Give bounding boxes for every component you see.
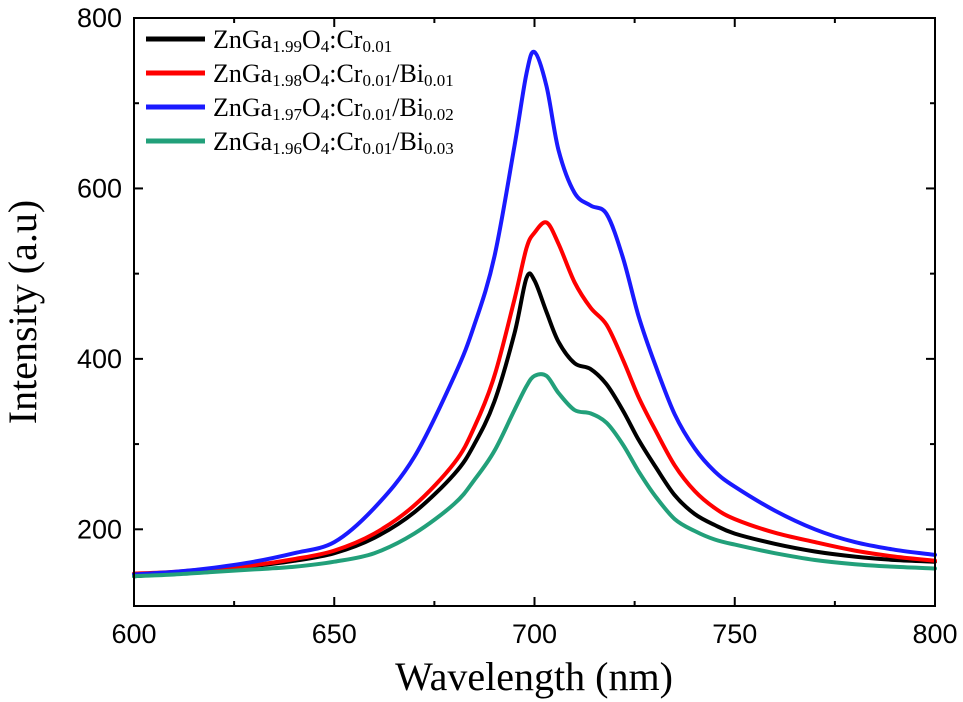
y-tick-label: 600 [77,173,122,203]
y-tick-label: 800 [77,3,122,33]
series-line-3 [132,49,937,577]
x-axis-title: Wavelength (nm) [395,654,673,699]
series-line-2 [132,220,937,576]
y-axis-title: Intensity (a.u) [0,200,45,424]
y-tick-label: 400 [77,344,122,374]
axis-ticks [133,17,936,606]
x-tick-label: 700 [512,619,557,649]
y-tick-label: 200 [77,514,122,544]
plot-lines [132,49,937,579]
x-tick-label: 600 [111,619,156,649]
x-tick-label: 750 [712,619,757,649]
x-tick-label: 650 [312,619,357,649]
x-tick-label: 800 [912,619,957,649]
tick-labels: 600 650 700 750 800 200 400 600 800 [77,3,958,649]
legend-label-3: ZnGa1.97O4:Cr0.01/Bi0.02 [213,93,454,124]
legend: ZnGa1.99O4:Cr0.01ZnGa1.98O4:Cr0.01/Bi0.0… [146,25,454,158]
series-line-1 [132,271,937,579]
legend-label-2: ZnGa1.98O4:Cr0.01/Bi0.01 [213,59,454,90]
legend-label-4: ZnGa1.96O4:Cr0.01/Bi0.03 [213,127,454,158]
legend-label-1: ZnGa1.99O4:Cr0.01 [213,25,392,56]
series-line-4 [132,372,937,579]
